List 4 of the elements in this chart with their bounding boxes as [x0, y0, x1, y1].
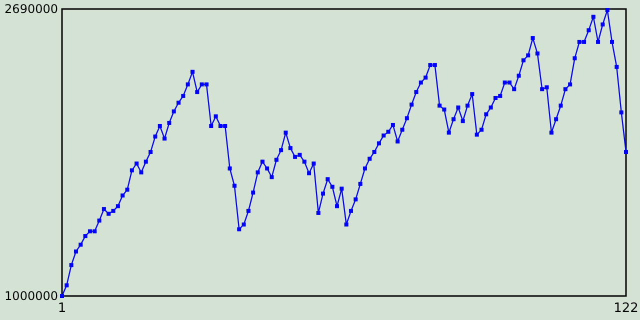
x-tick-label: 122 [614, 301, 638, 316]
y-tick-label: 1000000 [4, 289, 58, 304]
y-tick-label: 2690000 [4, 2, 58, 16]
x-tick-label: 1 [58, 301, 66, 316]
